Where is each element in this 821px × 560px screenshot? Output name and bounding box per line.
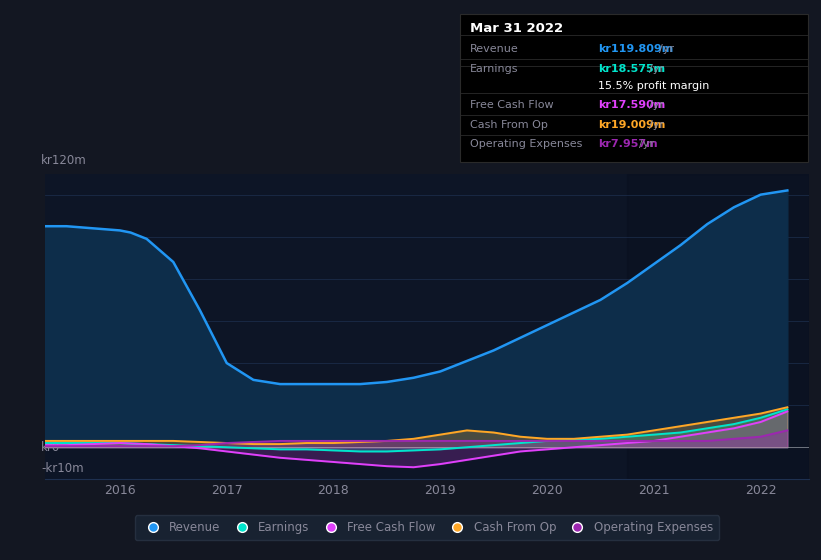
Text: kr7.957m: kr7.957m: [598, 139, 658, 150]
Text: kr120m: kr120m: [41, 155, 87, 167]
Text: /yr: /yr: [649, 64, 664, 74]
Text: Mar 31 2022: Mar 31 2022: [470, 21, 562, 35]
Text: /yr: /yr: [649, 120, 664, 130]
Text: -kr10m: -kr10m: [41, 462, 84, 475]
Text: kr17.590m: kr17.590m: [598, 100, 665, 110]
Text: /yr: /yr: [639, 139, 654, 150]
Text: kr0: kr0: [41, 441, 61, 454]
Text: Revenue: Revenue: [470, 44, 518, 54]
Legend: Revenue, Earnings, Free Cash Flow, Cash From Op, Operating Expenses: Revenue, Earnings, Free Cash Flow, Cash …: [135, 515, 719, 540]
Text: Free Cash Flow: Free Cash Flow: [470, 100, 553, 110]
Text: Operating Expenses: Operating Expenses: [470, 139, 582, 150]
Bar: [627, 174, 809, 479]
Text: Cash From Op: Cash From Op: [470, 120, 548, 130]
Text: /yr: /yr: [659, 44, 674, 54]
Text: kr119.809m: kr119.809m: [598, 44, 673, 54]
Text: kr19.009m: kr19.009m: [598, 120, 665, 130]
Text: 15.5% profit margin: 15.5% profit margin: [598, 81, 709, 91]
Text: Earnings: Earnings: [470, 64, 518, 74]
Text: /yr: /yr: [649, 100, 664, 110]
Text: kr18.575m: kr18.575m: [598, 64, 665, 74]
